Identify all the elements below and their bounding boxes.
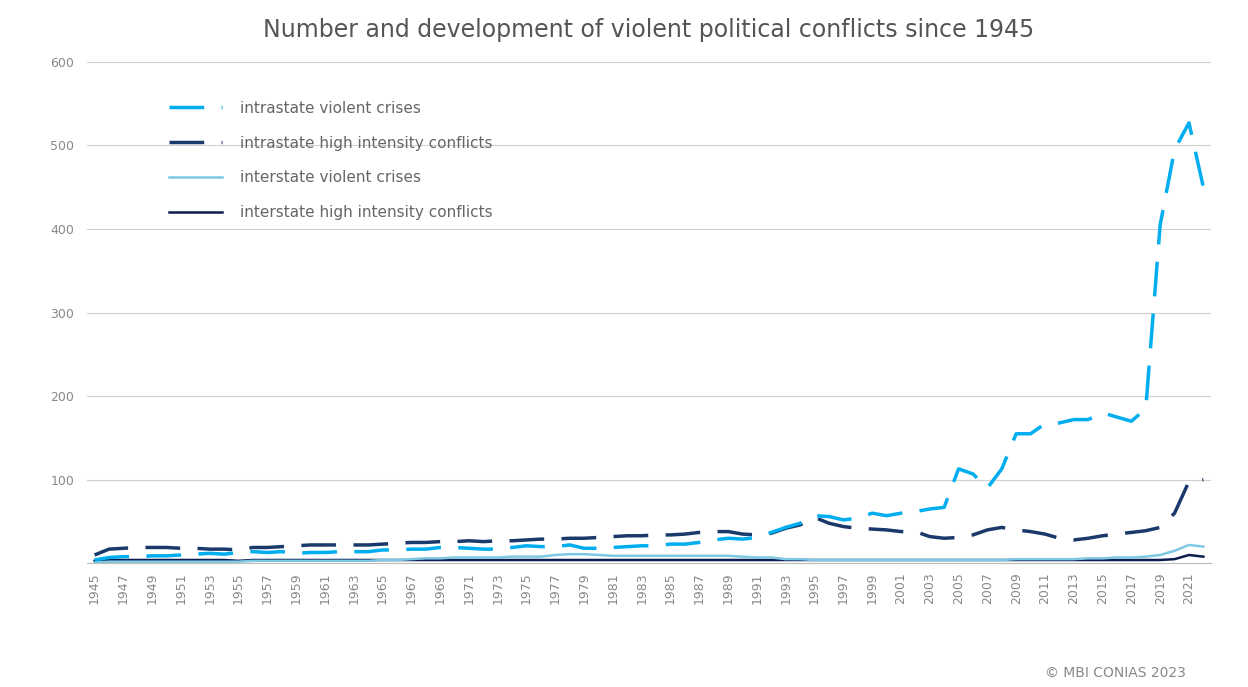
interstate violent crises bbox=[447, 553, 462, 561]
intrastate high intensity conflicts bbox=[1196, 475, 1211, 484]
interstate high intensity conflicts bbox=[447, 556, 462, 564]
interstate violent crises bbox=[649, 552, 664, 560]
interstate high intensity conflicts bbox=[879, 556, 894, 564]
intrastate high intensity conflicts bbox=[649, 531, 664, 539]
Line: intrastate violent crises: intrastate violent crises bbox=[95, 123, 1203, 560]
Line: interstate high intensity conflicts: interstate high intensity conflicts bbox=[95, 555, 1203, 561]
intrastate violent crises bbox=[1196, 183, 1211, 191]
intrastate violent crises bbox=[275, 548, 290, 556]
Legend: intrastate violent crises, intrastate high intensity conflicts, interstate viole: intrastate violent crises, intrastate hi… bbox=[162, 95, 499, 226]
interstate violent crises bbox=[1182, 541, 1197, 549]
interstate violent crises bbox=[879, 556, 894, 564]
interstate high intensity conflicts bbox=[1196, 552, 1211, 561]
interstate violent crises bbox=[563, 550, 578, 559]
intrastate violent crises bbox=[158, 552, 173, 560]
Title: Number and development of violent political conflicts since 1945: Number and development of violent politi… bbox=[263, 18, 1035, 42]
intrastate violent crises bbox=[649, 541, 664, 550]
interstate violent crises bbox=[87, 559, 102, 567]
Line: intrastate high intensity conflicts: intrastate high intensity conflicts bbox=[95, 480, 1203, 555]
intrastate high intensity conflicts bbox=[158, 543, 173, 552]
intrastate violent crises bbox=[879, 512, 894, 520]
interstate violent crises bbox=[158, 558, 173, 566]
interstate high intensity conflicts bbox=[1182, 551, 1197, 559]
intrastate high intensity conflicts bbox=[447, 537, 462, 545]
interstate high intensity conflicts bbox=[563, 556, 578, 564]
interstate high intensity conflicts bbox=[87, 556, 102, 565]
intrastate violent crises bbox=[447, 543, 462, 552]
interstate high intensity conflicts bbox=[158, 556, 173, 564]
interstate violent crises bbox=[1196, 543, 1211, 551]
Text: © MBI CONIAS 2023: © MBI CONIAS 2023 bbox=[1045, 666, 1186, 680]
intrastate violent crises bbox=[563, 541, 578, 549]
intrastate high intensity conflicts bbox=[275, 543, 290, 551]
intrastate high intensity conflicts bbox=[879, 526, 894, 534]
interstate high intensity conflicts bbox=[649, 556, 664, 564]
Line: interstate violent crises: interstate violent crises bbox=[95, 545, 1203, 563]
interstate violent crises bbox=[275, 556, 290, 565]
intrastate high intensity conflicts bbox=[87, 551, 102, 559]
intrastate violent crises bbox=[87, 556, 102, 564]
intrastate high intensity conflicts bbox=[563, 534, 578, 543]
interstate high intensity conflicts bbox=[275, 556, 290, 564]
intrastate violent crises bbox=[1182, 119, 1197, 127]
